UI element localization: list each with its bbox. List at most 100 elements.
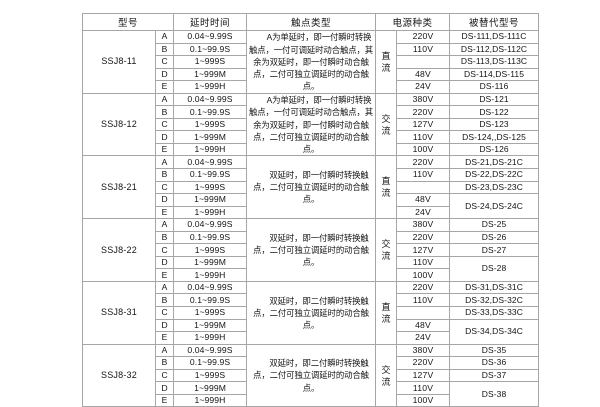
cell-variant-letter: B <box>154 168 175 182</box>
power-type-char-1: 交 <box>381 113 391 124</box>
cell-model: SSJ8-32 <box>82 343 156 407</box>
table-row: D 1~999M 110V DS-28 <box>83 255 540 282</box>
cell-replaced-model: DS-37 <box>449 368 540 383</box>
table-row: C 1~999S 127V DS-123 <box>83 117 540 132</box>
cell-delay-time: 0.04~9.99S <box>173 280 248 295</box>
cell-delay-time: 1~999S <box>173 368 248 383</box>
cell-delay-time: 0.04~9.99S <box>173 343 248 358</box>
table-row: D 1~999M 48V DS-24,DS-24C <box>83 193 540 220</box>
table-row: SSJ8-32 A 0.04~9.99S 双延时，即二付瞬时转换触点，二付可独立调延时… <box>82 343 540 407</box>
cell-power-type: 直流 <box>375 30 398 94</box>
cell-voltage: 220V <box>396 105 451 119</box>
cell-voltage: 100V <box>396 268 451 282</box>
cell-delay-time: 0.04~9.99S <box>173 218 248 232</box>
cell-variant-letter: B <box>154 230 175 245</box>
cell-variant-letter: B <box>154 105 175 119</box>
cell-voltage: 220V <box>396 280 451 295</box>
column-header-power-type: 电源种类 <box>375 13 451 31</box>
cell-replaced-model: DS-32,DS-32C <box>449 293 540 308</box>
cell-voltage: 100V <box>396 142 451 157</box>
cell-voltage: 380V <box>396 343 451 358</box>
table-row: C 1~999S DS-113,DS-113C <box>83 55 540 69</box>
power-type-char-2: 流 <box>381 125 391 136</box>
cell-variant-letter: B <box>154 293 175 308</box>
cell-voltage: 48V <box>396 67 451 82</box>
table-body: SSJ8-11 A 0.04~9.99S A为单延时，即一付瞬时转换触点，一付可调延时… <box>82 30 540 407</box>
cell-voltage: 380V <box>396 218 451 232</box>
cell-replaced-model: DS-33,DS-33C <box>449 306 540 320</box>
cell-variant-letter: E <box>154 268 175 282</box>
cell-variant-letter: C <box>154 180 175 195</box>
cell-variant-letter: E <box>154 142 175 157</box>
cell-model: SSJ8-12 <box>82 92 156 157</box>
table-row: C 1~999S 127V DS-37 <box>83 368 540 383</box>
cell-delay-time: 0.1~99.9S <box>173 230 248 245</box>
cell-voltage: 127V <box>396 368 451 383</box>
cell-contact-type: 双延时，即二付瞬时转换触点，二付可独立调延时的动合触点。 <box>246 280 377 345</box>
cell-replaced-model: DS-35 <box>449 343 540 358</box>
cell-contact-type: A为单延时，即一付瞬时转换触点，一付可调延时动合触点，其余为双延时，即一付瞬时动… <box>246 92 377 157</box>
cell-variant-letter: D <box>154 193 175 207</box>
relay-spec-table: 型号 延时时间 触点类型 电源种类 被替代型号 SSJ8-11 A 0.04~9.9… <box>81 13 540 407</box>
cell-variant-letter: E <box>154 331 175 345</box>
cell-voltage: 110V <box>396 293 451 308</box>
cell-voltage: 220V <box>396 155 451 169</box>
cell-delay-time: 1~999M <box>173 67 248 82</box>
cell-replaced-model: DS-36 <box>449 356 540 370</box>
cell-model: SSJ8-21 <box>82 155 156 220</box>
power-type-char-2: 流 <box>381 188 391 199</box>
cell-power-type: 直流 <box>375 280 398 345</box>
cell-delay-time: 1~999S <box>173 180 248 195</box>
cell-voltage: 127V <box>396 243 451 257</box>
cell-voltage: 220V <box>396 356 451 370</box>
power-type-char-2: 流 <box>381 251 391 262</box>
cell-variant-letter: A <box>154 343 175 358</box>
cell-variant-letter: D <box>154 130 175 144</box>
cell-delay-time: 1~999H <box>173 205 248 220</box>
cell-replaced-model: DS-38 <box>449 381 540 407</box>
table-row: E 1~999H 24V <box>83 331 539 345</box>
cell-replaced-model: DS-111,DS-111C <box>449 30 540 44</box>
cell-replaced-model: DS-31,DS-31C <box>449 280 540 295</box>
cell-delay-time: 1~999M <box>173 255 248 270</box>
table-row: B 0.1~99.9S 220V DS-122 <box>83 105 540 119</box>
cell-power-type: 直流 <box>375 155 398 220</box>
cell-power-type: 交流 <box>375 218 398 282</box>
cell-delay-time: 1~999H <box>173 80 248 94</box>
table-row: B 0.1~99.9S 220V DS-26 <box>83 230 540 245</box>
cell-delay-time: 0.1~99.9S <box>173 293 248 308</box>
cell-replaced-model: DS-121 <box>449 92 540 107</box>
cell-voltage: 110V <box>396 42 451 57</box>
power-type-char-2: 流 <box>381 376 391 387</box>
cell-delay-time: 1~999S <box>173 55 248 69</box>
cell-variant-letter: D <box>154 381 175 395</box>
cell-replaced-model: DS-112,DS-112C <box>449 42 540 57</box>
cell-delay-time: 1~999M <box>173 193 248 207</box>
power-type-char-1: 直 <box>381 176 391 187</box>
cell-variant-letter: D <box>154 318 175 333</box>
cell-delay-time: 1~999S <box>173 243 248 257</box>
cell-model: SSJ8-31 <box>82 280 156 345</box>
cell-voltage: 110V <box>396 130 451 144</box>
column-header-replaced-model: 被替代型号 <box>449 13 540 31</box>
cell-voltage: 220V <box>396 30 451 44</box>
cell-variant-letter: A <box>154 155 175 169</box>
cell-variant-letter: B <box>154 42 175 57</box>
cell-power-type: 交流 <box>375 92 398 157</box>
table-row: D 1~999M 48V DS-114,DS-115 <box>83 67 540 82</box>
table-row: SSJ8-12 A 0.04~9.99S A为单延时，即一付瞬时转换触点，一付可调延时… <box>82 92 540 157</box>
power-type-char-1: 交 <box>381 239 391 250</box>
cell-contact-type: A为单延时，即一付瞬时转换触点，一付可调延时动合触点，其余为双延时，即一付瞬时动… <box>246 30 377 94</box>
cell-replaced-model: DS-34,DS-34C <box>449 318 540 345</box>
cell-voltage: 24V <box>396 331 451 345</box>
cell-voltage: 380V <box>396 92 451 107</box>
cell-replaced-model: DS-22,DS-22C <box>449 168 540 182</box>
table-row: C 1~999S DS-23,DS-23C <box>83 180 540 195</box>
cell-variant-letter: E <box>154 393 175 407</box>
cell-variant-letter: E <box>154 205 175 220</box>
table-row: C 1~999S 127V DS-27 <box>83 243 540 257</box>
cell-model: SSJ8-22 <box>82 218 156 282</box>
cell-variant-letter: C <box>154 117 175 132</box>
power-type-char-1: 直 <box>381 301 391 312</box>
